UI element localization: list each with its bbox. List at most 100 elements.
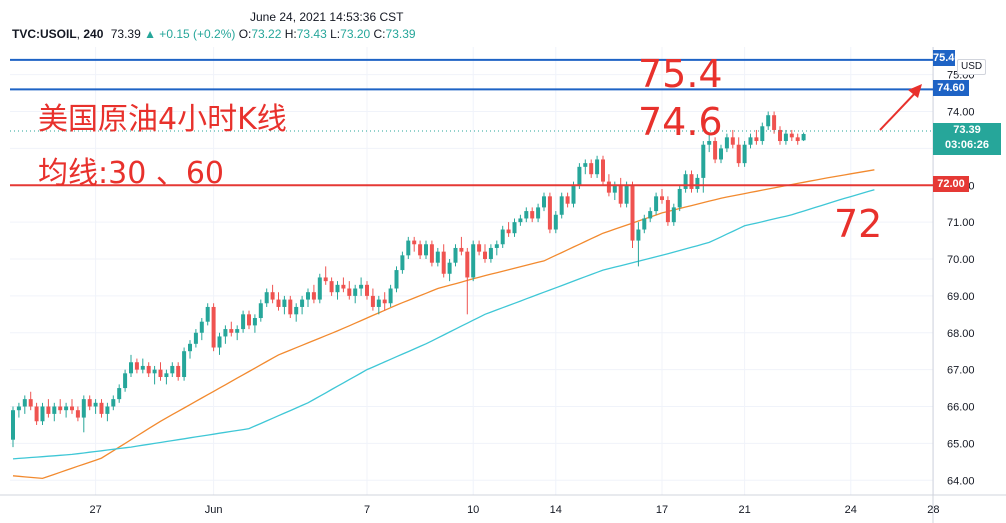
candle-body	[223, 329, 228, 337]
x-tick-label: 10	[467, 504, 479, 516]
candle-body	[683, 174, 688, 189]
candle-body	[636, 229, 641, 241]
candle-body	[736, 144, 741, 164]
high-value: 73.43	[296, 27, 327, 41]
timeframe[interactable]: 240	[83, 27, 104, 41]
close-value: 73.39	[385, 27, 416, 41]
candle-body	[365, 284, 369, 296]
candle-body	[235, 329, 240, 333]
annotation-title: 美国原油4小时K线	[38, 102, 287, 137]
candle-body	[742, 144, 747, 164]
candle-body	[199, 321, 204, 333]
candle-body	[211, 306, 216, 348]
last-price: 73.39	[110, 27, 141, 41]
candle-body	[719, 148, 723, 160]
price-tag-75-4: 75.40	[933, 50, 961, 66]
candle-body	[789, 133, 794, 138]
candle-body	[542, 196, 546, 208]
candle-body	[524, 211, 529, 219]
x-tick-label: 28	[927, 504, 939, 516]
candle-body	[46, 406, 51, 414]
candle-body	[111, 399, 116, 407]
candle-body	[52, 406, 57, 414]
candle-body	[123, 373, 128, 389]
candle-body	[648, 211, 653, 219]
candle-body	[182, 351, 187, 378]
candle-body	[146, 365, 151, 374]
candle-body	[754, 137, 759, 142]
low-label: L:	[330, 27, 341, 41]
annotation-75-4: 75.4	[638, 52, 723, 96]
candle-body	[536, 207, 541, 219]
candle-body	[376, 299, 381, 307]
candle-body	[618, 185, 623, 204]
candle-body	[353, 288, 358, 296]
candle-body	[188, 343, 192, 352]
candle-body	[530, 211, 535, 219]
last-price-value: 73.39	[953, 124, 981, 136]
candle-body	[34, 406, 39, 422]
candle-body	[624, 185, 629, 204]
candles	[11, 111, 806, 448]
candle-body	[559, 196, 564, 215]
candle-body	[323, 277, 328, 282]
candle-body	[730, 137, 735, 145]
candle-body	[547, 196, 552, 230]
y-tick-label: 71.00	[947, 217, 975, 229]
candle-body	[241, 314, 246, 330]
candle-body	[760, 126, 765, 142]
annotation-arrow-head	[908, 84, 922, 98]
candle-body	[264, 292, 269, 304]
y-tick-label: 74.00	[947, 107, 975, 119]
candle-body	[689, 174, 694, 189]
candle-body	[341, 284, 346, 289]
y-tick-label: 65.00	[947, 438, 975, 450]
candle-body	[471, 244, 476, 278]
y-tick-label: 70.00	[947, 254, 975, 266]
candle-body	[217, 336, 222, 348]
candle-body	[176, 365, 181, 378]
candle-body	[252, 318, 257, 326]
price-tag-74-6: 74.60	[933, 80, 969, 96]
x-tick-label: 27	[89, 504, 101, 516]
candle-body	[506, 229, 511, 234]
candle-body	[665, 200, 670, 223]
close-label: C:	[373, 27, 386, 41]
candle-body	[565, 196, 570, 204]
candle-body	[406, 240, 411, 256]
ma-line-ma60	[12, 189, 875, 460]
candle-body	[93, 402, 98, 407]
candle-body	[134, 362, 139, 370]
candle-body	[630, 185, 635, 241]
candle-body	[205, 306, 210, 322]
candle-body	[75, 410, 80, 418]
candle-body	[512, 222, 517, 234]
candle-body	[429, 244, 434, 263]
candle-body	[483, 251, 487, 260]
candle-body	[276, 299, 281, 307]
currency-button[interactable]: USD	[957, 59, 987, 75]
x-tick-label: 24	[845, 504, 857, 516]
candle-body	[695, 177, 700, 189]
chart-header: June 24, 2021 14:53:36 CST TVC:USOIL, 24…	[0, 0, 1006, 46]
time-axis: 27 Jun 7 10 14 17 21 24 28	[89, 504, 939, 516]
candle-body	[300, 299, 305, 307]
candle-body	[129, 362, 133, 374]
candle-body	[518, 218, 523, 223]
candle-body	[335, 284, 340, 293]
timestamp: June 24, 2021 14:53:36 CST	[250, 10, 404, 24]
candle-body	[412, 240, 417, 245]
candle-body	[571, 185, 576, 204]
symbol[interactable]: TVC:USOIL	[12, 27, 77, 41]
candle-body	[748, 137, 753, 145]
candle-body	[424, 244, 428, 256]
annotation-arrow-line	[879, 89, 919, 131]
candle-body	[258, 303, 263, 319]
candle-body	[465, 251, 470, 278]
candle-body	[311, 292, 316, 300]
y-tick-label: 64.00	[947, 475, 975, 487]
candle-body	[606, 181, 611, 193]
y-tick-label: 69.00	[947, 291, 975, 303]
high-label: H:	[284, 27, 297, 41]
